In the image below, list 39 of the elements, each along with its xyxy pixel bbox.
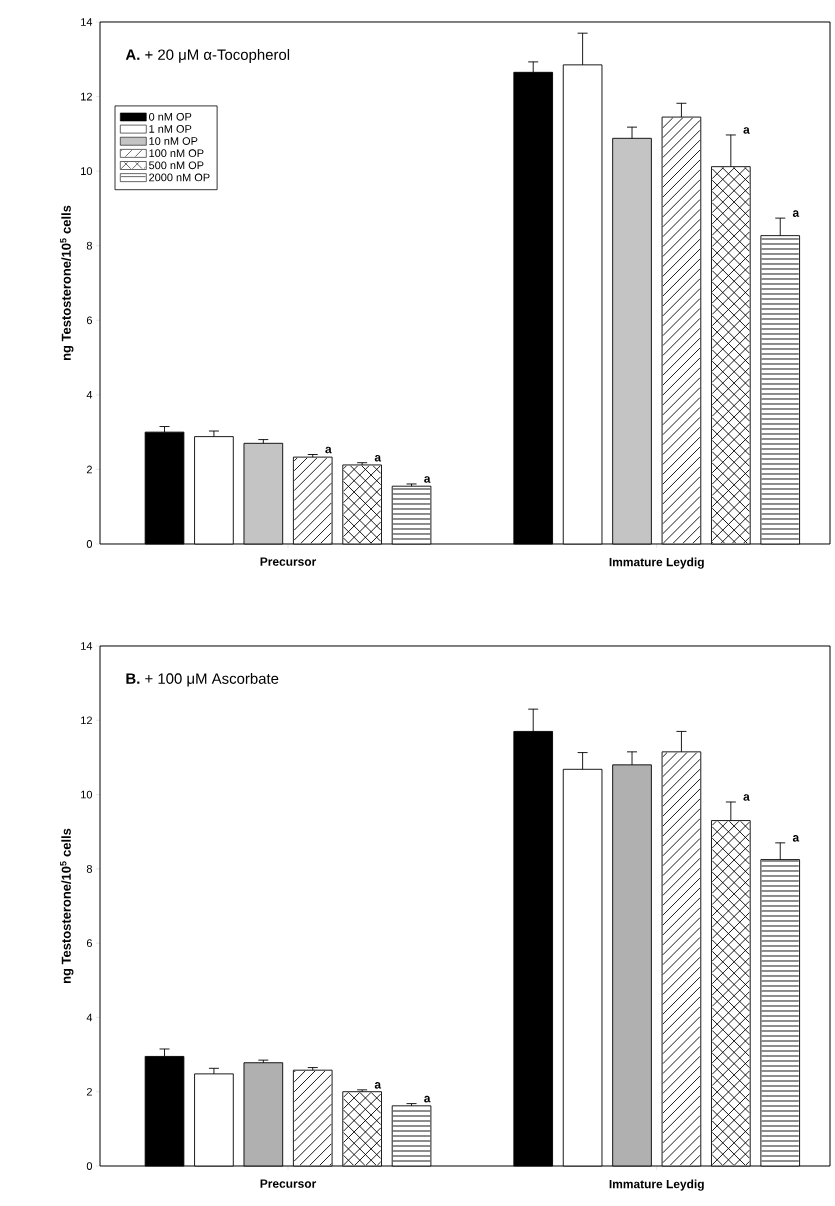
data-label: a <box>374 1082 382 1089</box>
x-tick-label: Precursor <box>260 1179 317 1188</box>
y-tick-label: 6 <box>86 316 92 325</box>
data-label: a <box>743 794 750 801</box>
legend-label: 10 nM OP <box>149 137 198 145</box>
y-axis-title: ng Testosterone/10$^{5}$ cells <box>60 828 74 983</box>
data-label: a <box>792 210 800 217</box>
data-label: a <box>424 476 431 483</box>
legend-label: 0 nM OP <box>149 112 192 121</box>
legend-label: 100 nM OP <box>149 149 204 158</box>
y-tick-label: 8 <box>86 864 92 873</box>
x-tick-label: Immature Leydig <box>609 1179 704 1191</box>
y-tick-label: 14 <box>81 642 93 650</box>
data-label: a <box>325 446 332 454</box>
data-label: a <box>743 127 750 134</box>
y-tick-label: 10 <box>81 790 93 799</box>
legend-label: 500 nM OP <box>149 161 204 170</box>
y-axis-title: ng Testosterone/10$^{5}$ cells <box>60 205 74 360</box>
y-tick-label: 8 <box>86 241 92 250</box>
y-tick-label: 12 <box>81 92 92 101</box>
text: A. + 20 μM α-Tocopherol <box>125 48 290 63</box>
y-tick-label: 0 <box>86 1162 93 1170</box>
data-label: a <box>374 454 382 462</box>
legend-label: 1 nM OP <box>149 125 192 133</box>
x-tick-label: Precursor <box>260 557 317 566</box>
data-label: a <box>792 835 800 842</box>
x-tick-label: Immature Leydig <box>609 557 704 569</box>
y-tick-label: 4 <box>86 1013 93 1022</box>
y-tick-label: 12 <box>81 716 92 725</box>
data-label: a <box>424 1095 431 1103</box>
y-tick-label: 4 <box>86 391 93 399</box>
y-tick-label: 2 <box>86 465 92 474</box>
y-tick-label: 0 <box>86 540 93 548</box>
text: B. + 100 μM Ascorbate <box>126 672 279 687</box>
y-tick-label: 14 <box>81 18 93 26</box>
y-tick-label: 6 <box>86 939 92 948</box>
y-tick-label: 10 <box>81 167 93 176</box>
y-tick-label: 2 <box>86 1087 92 1096</box>
legend-label: 2000 nM OP <box>149 173 210 182</box>
